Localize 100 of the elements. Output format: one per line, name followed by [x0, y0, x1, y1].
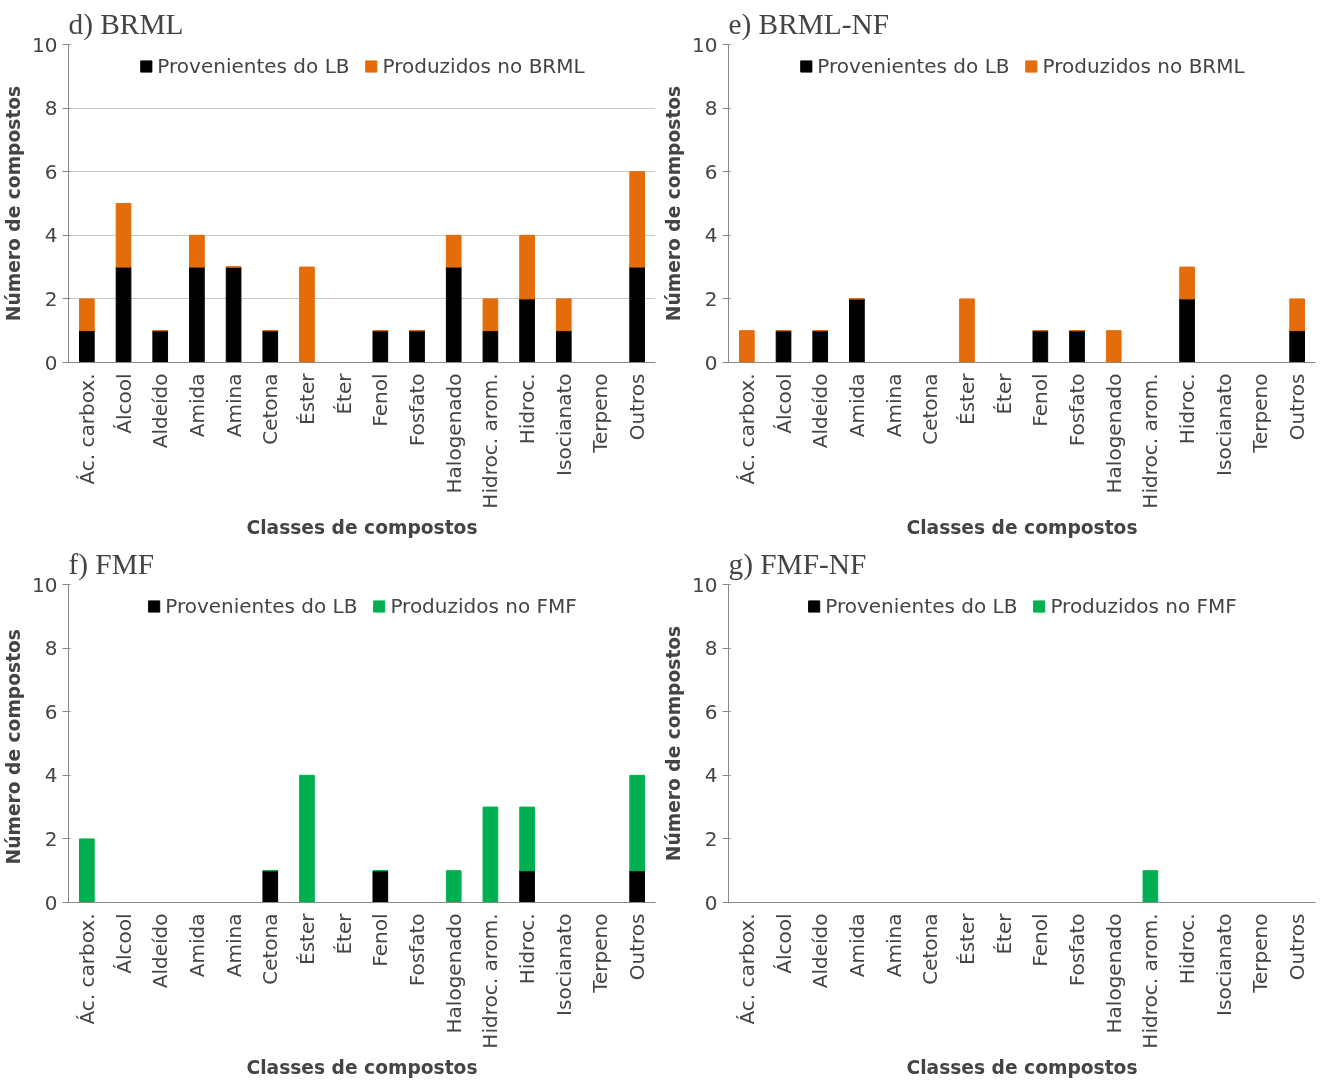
x-tick-label: Isocianato [1211, 373, 1236, 476]
x-tick-label: Amina [881, 373, 906, 438]
x-tick-label: Fenol [368, 373, 393, 427]
x-tick-label: Hidroc. [1175, 373, 1200, 445]
x-tick-label: Álcool [771, 373, 796, 434]
x-tick-label: Álcool [111, 373, 136, 434]
chart-title: g) FMF-NF [728, 547, 867, 581]
x-tick-label: Hidroc. [1175, 913, 1200, 985]
x-tick-label: Fenol [1028, 913, 1053, 967]
y-tick-label: 0 [44, 890, 58, 915]
x-tick-label: Fosfato [405, 913, 430, 987]
x-tick-label: Isocianato [551, 913, 576, 1016]
x-tick-label: Terpeno [1248, 913, 1273, 994]
x-tick-label: Outros [1285, 913, 1310, 981]
x-tick-label: Amina [221, 913, 246, 978]
y-tick-label: 10 [32, 572, 58, 597]
x-axis-title: Classes de compostos [246, 1056, 478, 1078]
x-tick-label: Outros [625, 913, 650, 981]
y-tick-label: 4 [704, 223, 718, 248]
x-tick-label: Cetona [918, 373, 943, 445]
y-tick-label: 4 [704, 763, 718, 788]
x-tick-label: Halogenado [441, 373, 466, 494]
x-tick-label: Álcool [771, 913, 796, 974]
x-tick-label: Éster [954, 912, 979, 965]
legend-label: Provenientes do LB [825, 594, 1018, 618]
legend-label: Provenientes do LB [157, 54, 350, 78]
x-tick-label: Éster [294, 912, 319, 965]
x-tick-label: Hidroc. arom. [1138, 913, 1163, 1049]
y-axis-title: Número de compostos [663, 625, 685, 862]
x-tick-label: Cetona [258, 373, 283, 445]
x-tick-label: Fosfato [405, 373, 430, 447]
y-tick-label: 2 [704, 826, 718, 851]
y-tick-label: 2 [44, 826, 58, 851]
x-tick-label: Hidroc. arom. [478, 913, 503, 1049]
x-tick-label: Aldeído [148, 913, 173, 989]
y-tick-label: 2 [44, 286, 58, 311]
y-tick-label: 10 [32, 32, 58, 57]
x-axis-title: Classes de compostos [246, 516, 478, 538]
x-tick-label: Ác. carbox. [74, 913, 99, 1025]
x-tick-label: Éter [991, 372, 1016, 415]
y-axis-title: Número de compostos [663, 85, 685, 322]
y-tick-label: 10 [692, 572, 718, 597]
legend-label: Produzidos no BRML [1042, 54, 1245, 78]
x-tick-label: Isocianato [1211, 913, 1236, 1016]
y-tick-label: 10 [692, 32, 718, 57]
y-tick-label: 0 [44, 350, 58, 375]
x-tick-label: Halogenado [441, 913, 466, 1034]
y-tick-label: 6 [704, 699, 718, 724]
x-tick-label: Cetona [258, 913, 283, 985]
x-tick-label: Ác. carbox. [734, 373, 759, 485]
y-tick-label: 6 [44, 699, 58, 724]
x-tick-label: Hidroc. arom. [1138, 373, 1163, 509]
legend-label: Provenientes do LB [165, 594, 358, 618]
x-tick-label: Amida [184, 913, 209, 978]
x-tick-label: Fenol [368, 913, 393, 967]
x-tick-label: Amida [184, 373, 209, 438]
x-tick-label: Amina [221, 373, 246, 438]
x-tick-label: Ác. carbox. [734, 913, 759, 1025]
x-tick-label: Éter [991, 912, 1016, 955]
y-tick-label: 0 [704, 890, 718, 915]
x-tick-label: Éster [294, 372, 319, 425]
chart-title: e) BRML-NF [728, 7, 889, 41]
x-axis-title: Classes de compostos [906, 516, 1138, 538]
y-tick-label: 6 [704, 159, 718, 184]
x-tick-label: Álcool [111, 913, 136, 974]
x-tick-label: Amida [844, 373, 869, 438]
x-tick-label: Cetona [918, 913, 943, 985]
x-tick-label: Fosfato [1065, 913, 1090, 987]
x-tick-label: Terpeno [1248, 373, 1273, 454]
x-tick-label: Outros [625, 373, 650, 441]
y-axis-title: Número de compostos [3, 629, 25, 865]
legend-label: Produzidos no FMF [390, 594, 577, 618]
chart-title: f) FMF [68, 547, 155, 581]
x-tick-label: Terpeno [588, 913, 613, 994]
x-tick-label: Fenol [1028, 373, 1053, 427]
x-tick-label: Outros [1285, 373, 1310, 441]
y-tick-label: 8 [44, 96, 58, 121]
x-tick-label: Éter [331, 372, 356, 415]
x-tick-label: Hidroc. [515, 913, 540, 985]
x-tick-label: Éster [954, 372, 979, 425]
x-tick-label: Terpeno [588, 373, 613, 454]
y-tick-label: 8 [704, 96, 718, 121]
x-tick-label: Hidroc. arom. [478, 373, 503, 509]
x-tick-label: Éter [331, 912, 356, 955]
x-tick-label: Isocianato [551, 373, 576, 476]
x-tick-label: Fosfato [1065, 373, 1090, 447]
x-tick-label: Amina [881, 913, 906, 978]
y-tick-label: 2 [704, 286, 718, 311]
legend-label: Provenientes do LB [817, 54, 1010, 78]
legend-label: Produzidos no BRML [382, 54, 585, 78]
y-tick-label: 4 [44, 763, 58, 788]
legend-label: Produzidos no FMF [1050, 594, 1237, 618]
y-tick-label: 0 [704, 350, 718, 375]
x-tick-label: Aldeído [808, 373, 833, 449]
x-tick-label: Hidroc. [515, 373, 540, 445]
y-tick-label: 8 [704, 636, 718, 661]
x-tick-label: Aldeído [148, 373, 173, 449]
y-axis-title: Número de compostos [3, 85, 25, 322]
x-tick-label: Amida [844, 913, 869, 978]
y-tick-label: 8 [44, 636, 58, 661]
